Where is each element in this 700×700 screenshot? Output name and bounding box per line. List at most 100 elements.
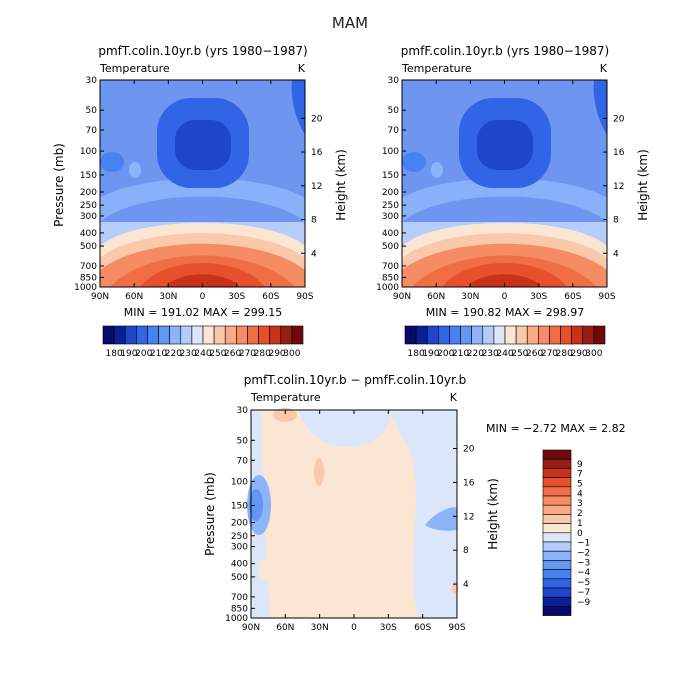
panel-2-ytick-right-label: 16 [613,148,625,158]
panel-2-colorbar-box [593,325,606,345]
panel-3-colorbar-label: 3 [577,499,583,509]
panel-1-ytick-label: 1000 [74,283,97,293]
panel-3-colorbar-box [542,606,572,616]
panel-1-xtick-label: 30S [228,292,245,302]
panel-3-ytick-label: 70 [237,456,249,466]
panel-1-colorbar-box [269,325,282,345]
panel-3-colorbar-box [542,514,572,524]
panel-1-ytick-right-label: 12 [311,182,322,192]
panel-3-xtick-label: 60S [414,623,431,633]
panel-3-colorbar-box [542,495,572,506]
panel-2-colorbar-label: 290 [570,349,587,359]
panel-1-ytick-label: 100 [80,147,97,157]
panel-2-colorbar-label: 230 [482,349,499,359]
panel-2-ylabel-right: Height (km) [636,149,650,220]
panel-2-colorbar-box [504,325,517,345]
panel-2-colorbar-box [538,325,550,345]
panel-3-title: pmfT.colin.10yr.b − pmfF.colin.10yr.b [244,373,467,387]
panel-2-ytick-right-label: 8 [613,216,619,226]
panel-3-colorbar-box [542,541,572,552]
panel-2-colorbar-box [526,325,539,345]
panel-3-colorbar-label: 0 [577,529,583,539]
panel-1-colorbar-label: 180 [106,349,123,359]
panel-3-ytick-right-label: 20 [463,445,475,455]
panel-2-xtick-label: 60N [427,292,445,302]
panel-2-ytick-label: 700 [382,262,399,272]
panel-2-colorbar-box [438,325,450,345]
panel-3-ytick-label: 700 [231,593,248,603]
panel-1-title: pmfT.colin.10yr.b (yrs 1980−1987) [98,44,307,58]
panel-1-colorbar-box [280,325,293,345]
panel-2-colorbar-label: 280 [556,349,573,359]
panel-3-subtitle-left: Temperature [250,391,321,404]
panel-2-ytick-right-label: 20 [613,114,625,124]
panel-3-ytick-label: 250 [231,532,248,542]
panel-3-colorbar-label: 7 [577,470,583,480]
panel-3-negative-region-right [390,410,457,618]
panel-2-light-spot [431,162,443,178]
panel-3-ytick-label: 150 [231,501,248,511]
panel-1-subtitle-left: Temperature [99,62,170,75]
panel-3-colorbar-label: 1 [577,519,583,529]
panel-1-x-axis: 90N 60N 30N 0 30S 60S 90S [91,80,314,302]
panel-2-ytick-label: 400 [382,229,399,239]
panel-1-colorbar-box [147,325,159,345]
panel-1-colorbar-box [224,325,237,345]
panel-2-ytick-label: 50 [388,106,400,116]
panel-1-cold-core-inner [175,120,231,170]
panel-3-colorbar-box [542,532,572,543]
panel-2-ytick-right-label: 12 [613,182,624,192]
panel-2-x-axis: 90N 60N 30N 0 30S 60S 90S [393,80,616,302]
panel-3-colorbar-label: 4 [577,489,583,499]
panel-1-ytick-label: 150 [80,171,97,181]
panel-2-band-deepred [467,274,542,287]
panel-3-colorbar-box [542,550,572,561]
panel-1-colorbar-box [102,325,115,345]
panel-1-y-axis-right: 20 16 12 8 4 [301,114,323,259]
panel-2-colorbar-box [549,325,561,345]
panel-2-colorbar-box [560,325,572,345]
panel-2-ytick-label: 300 [382,212,399,222]
panel-1: pmfT.colin.10yr.b (yrs 1980−1987) Temper… [52,44,348,359]
panel-2-y-axis-right: 20 16 12 8 4 [603,114,625,259]
panel-1-ytick-label: 70 [86,126,98,136]
panel-1-ytick-label: 850 [80,273,97,283]
panel-1-xtick-label: 90S [296,292,313,302]
panel-2-ytick-label: 100 [382,147,399,157]
panel-2-colorbar-label: 270 [541,349,558,359]
panel-3-xtick-label: 30N [311,623,329,633]
panel-3-positive-patch-top [273,408,297,422]
panel-3-colorbar-box [542,458,572,469]
panel-2-title: pmfF.colin.10yr.b (yrs 1980−1987) [401,44,609,58]
panel-1-colorbar-label: 270 [239,349,256,359]
panel-2-ytick-label: 30 [388,76,400,86]
panel-3-xtick-label: 60N [276,623,294,633]
panel-1-xtick-label: 60N [125,292,143,302]
panel-1-subtitle-right: K [298,62,306,75]
panel-3-colorbar-label: −7 [577,588,590,598]
panel-1-band-mid-blue [100,178,305,222]
panel-1-colorbar-label: 290 [268,349,285,359]
panel-1-ytick-label: 200 [80,188,97,198]
panel-3-colorbar-label: 5 [577,480,583,490]
panel-1-colorbar-box [247,325,259,345]
panel-2-ytick-label: 1000 [376,283,399,293]
panel-2-minmax: MIN = 190.82 MAX = 298.97 [426,306,584,319]
panel-2-xtick-label: 90N [393,292,411,302]
panel-1-colorbar-label: 230 [180,349,197,359]
panel-1-colorbar-label: 300 [283,349,300,359]
panel-1-colorbar-label: 250 [209,349,226,359]
panel-1-ytick-label: 400 [80,229,97,239]
panel-1-light-spot [129,162,141,178]
panel-2-subtitle-left: Temperature [401,62,472,75]
panel-1-colorbar-box [213,325,226,345]
panel-1-ylabel: Pressure (mb) [52,143,66,227]
panel-3-subtitle-right: K [450,391,458,404]
panel-3-ytick-label: 50 [237,436,249,446]
panel-3-negative-core-left [249,489,263,521]
panel-3-colorbar-box [542,596,572,607]
